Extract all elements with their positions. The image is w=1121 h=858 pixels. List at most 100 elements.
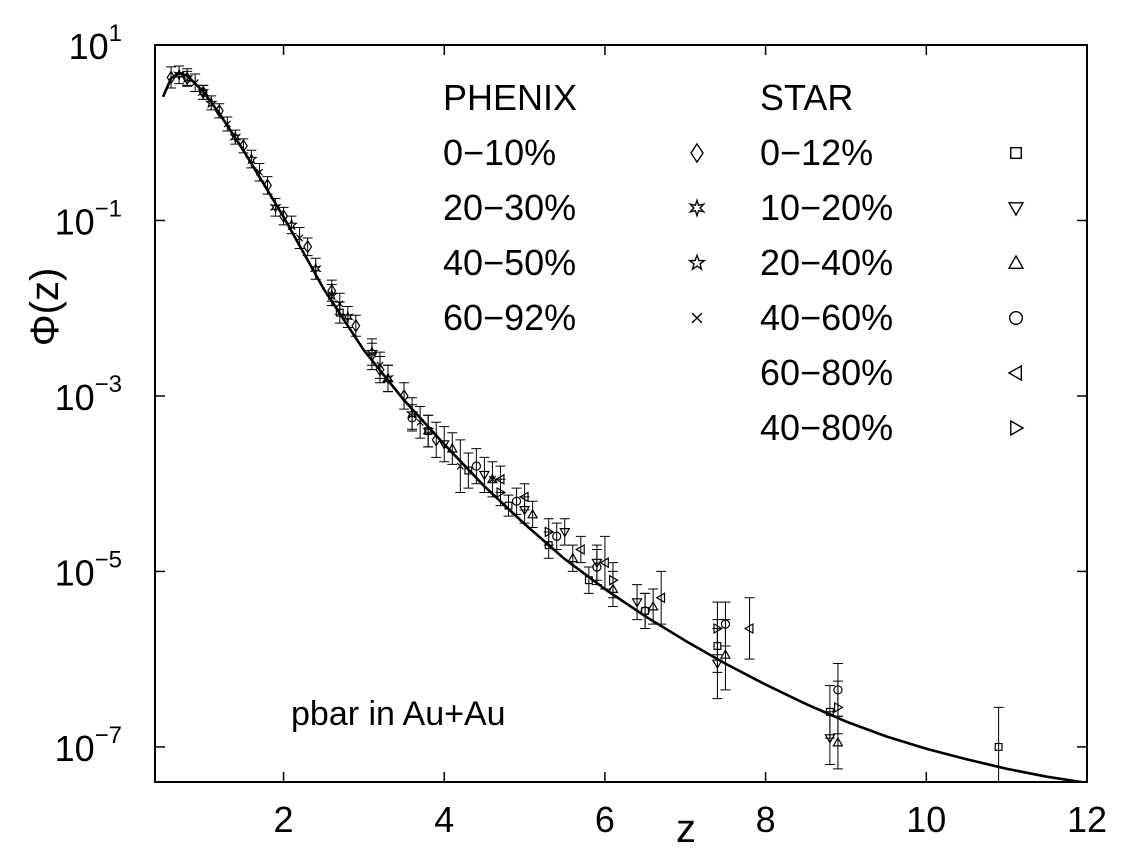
error-bar — [487, 461, 498, 498]
data-point — [544, 526, 555, 538]
error-bar — [166, 66, 177, 89]
data-point — [180, 70, 194, 83]
error-bar — [383, 364, 393, 393]
legend-marker-star6 — [688, 198, 706, 218]
error-bar — [551, 522, 562, 550]
data-point — [640, 606, 650, 616]
error-bar — [366, 342, 377, 371]
data-point — [608, 574, 619, 586]
data-point — [575, 543, 585, 556]
legend-marker-triangle-right — [1010, 419, 1025, 437]
legend: PHENIX 0−10% 20−30% 40−50% 60−92% STAR 0−12% 10… — [443, 77, 1025, 448]
data-point — [366, 352, 378, 363]
data-point — [994, 742, 1003, 751]
error-bar — [575, 535, 586, 564]
legend-entry-label: 0−10% — [443, 132, 556, 173]
data-point — [223, 120, 231, 128]
error-bar — [399, 382, 410, 410]
legend-marker-x — [691, 312, 703, 324]
legend-entry-label: 40−50% — [443, 242, 576, 283]
error-bar — [583, 566, 594, 594]
legend-entry-label: 60−80% — [760, 352, 893, 393]
data-point — [743, 622, 754, 635]
data-point — [166, 70, 176, 85]
data-point — [424, 427, 433, 436]
error-bar — [407, 404, 418, 432]
data-point — [456, 462, 464, 470]
error-bar — [567, 544, 578, 572]
error-bar — [334, 301, 345, 324]
data-point — [833, 701, 844, 713]
error-bar — [439, 426, 450, 463]
data-point — [552, 531, 562, 541]
data-point — [407, 413, 417, 423]
data-point — [511, 496, 522, 506]
data-point — [832, 736, 844, 747]
data-point — [719, 649, 731, 659]
error-bar — [712, 601, 723, 656]
error-bar — [503, 494, 514, 517]
legend-entry-label: 40−80% — [760, 407, 893, 448]
data-point — [229, 130, 242, 145]
data-point — [269, 200, 282, 215]
y-tick-label: 10−1 — [55, 195, 122, 242]
legend-marker-triangle-up — [1007, 254, 1025, 269]
error-bar — [463, 452, 474, 489]
data-point — [245, 152, 258, 165]
error-bar — [431, 421, 442, 458]
data-point — [471, 461, 482, 471]
error-bar — [656, 570, 667, 625]
data-point — [382, 372, 394, 383]
x-tick-label: 6 — [595, 799, 615, 840]
y-tick-label: 10−3 — [55, 371, 122, 418]
legend-entry-label: 60−92% — [443, 297, 576, 338]
data-point — [214, 103, 224, 118]
x-tick-label: 2 — [274, 799, 294, 840]
error-bar — [993, 706, 1004, 782]
error-bar — [495, 478, 506, 507]
legend-entry-label: 40−60% — [760, 297, 893, 338]
annotation-label: pbar in Au+Au — [291, 695, 506, 733]
error-bar — [599, 535, 610, 590]
data-point — [285, 218, 298, 231]
legend-entry-label: 0−12% — [760, 132, 873, 173]
legend-group-title: STAR — [760, 77, 853, 118]
data-point — [278, 209, 289, 223]
data-point — [486, 473, 498, 484]
data-point — [303, 239, 313, 254]
legend-entry-label: 10−20% — [760, 187, 893, 228]
data-point — [431, 432, 441, 447]
data-point — [376, 361, 384, 369]
legend-marker-square — [1010, 147, 1022, 159]
y-tick-label: 10−5 — [55, 546, 122, 593]
axis-ticks — [155, 44, 1088, 782]
data-point — [464, 466, 473, 475]
legend-marker-triangle-left — [1007, 364, 1022, 382]
x-axis-label: z — [676, 807, 696, 851]
y-tick-labels: 101 10−1 10−3 10−5 10−7 — [55, 20, 122, 769]
legend-group-title: PHENIX — [443, 77, 577, 118]
data-point — [631, 598, 643, 608]
data-point — [559, 527, 571, 538]
data-point — [478, 470, 490, 481]
error-bar — [607, 562, 618, 599]
error-bar — [527, 500, 538, 529]
error-bar — [640, 592, 651, 629]
y-tick-label: 101 — [69, 20, 122, 67]
legend-marker-triangle-down — [1007, 202, 1025, 217]
data-point — [824, 734, 836, 744]
data-point — [309, 261, 322, 276]
error-bar — [423, 414, 434, 448]
data-point — [655, 592, 666, 604]
error-bar — [342, 305, 353, 329]
data-point — [720, 619, 731, 629]
data-point — [711, 659, 723, 670]
series-circle — [407, 404, 843, 717]
data-point — [351, 318, 361, 333]
data-point — [191, 79, 199, 87]
data-point — [647, 600, 659, 611]
data-point — [592, 562, 602, 572]
legend-entry-label: 20−30% — [443, 187, 576, 228]
error-bar — [326, 284, 337, 307]
x-tick-label: 4 — [434, 799, 454, 840]
